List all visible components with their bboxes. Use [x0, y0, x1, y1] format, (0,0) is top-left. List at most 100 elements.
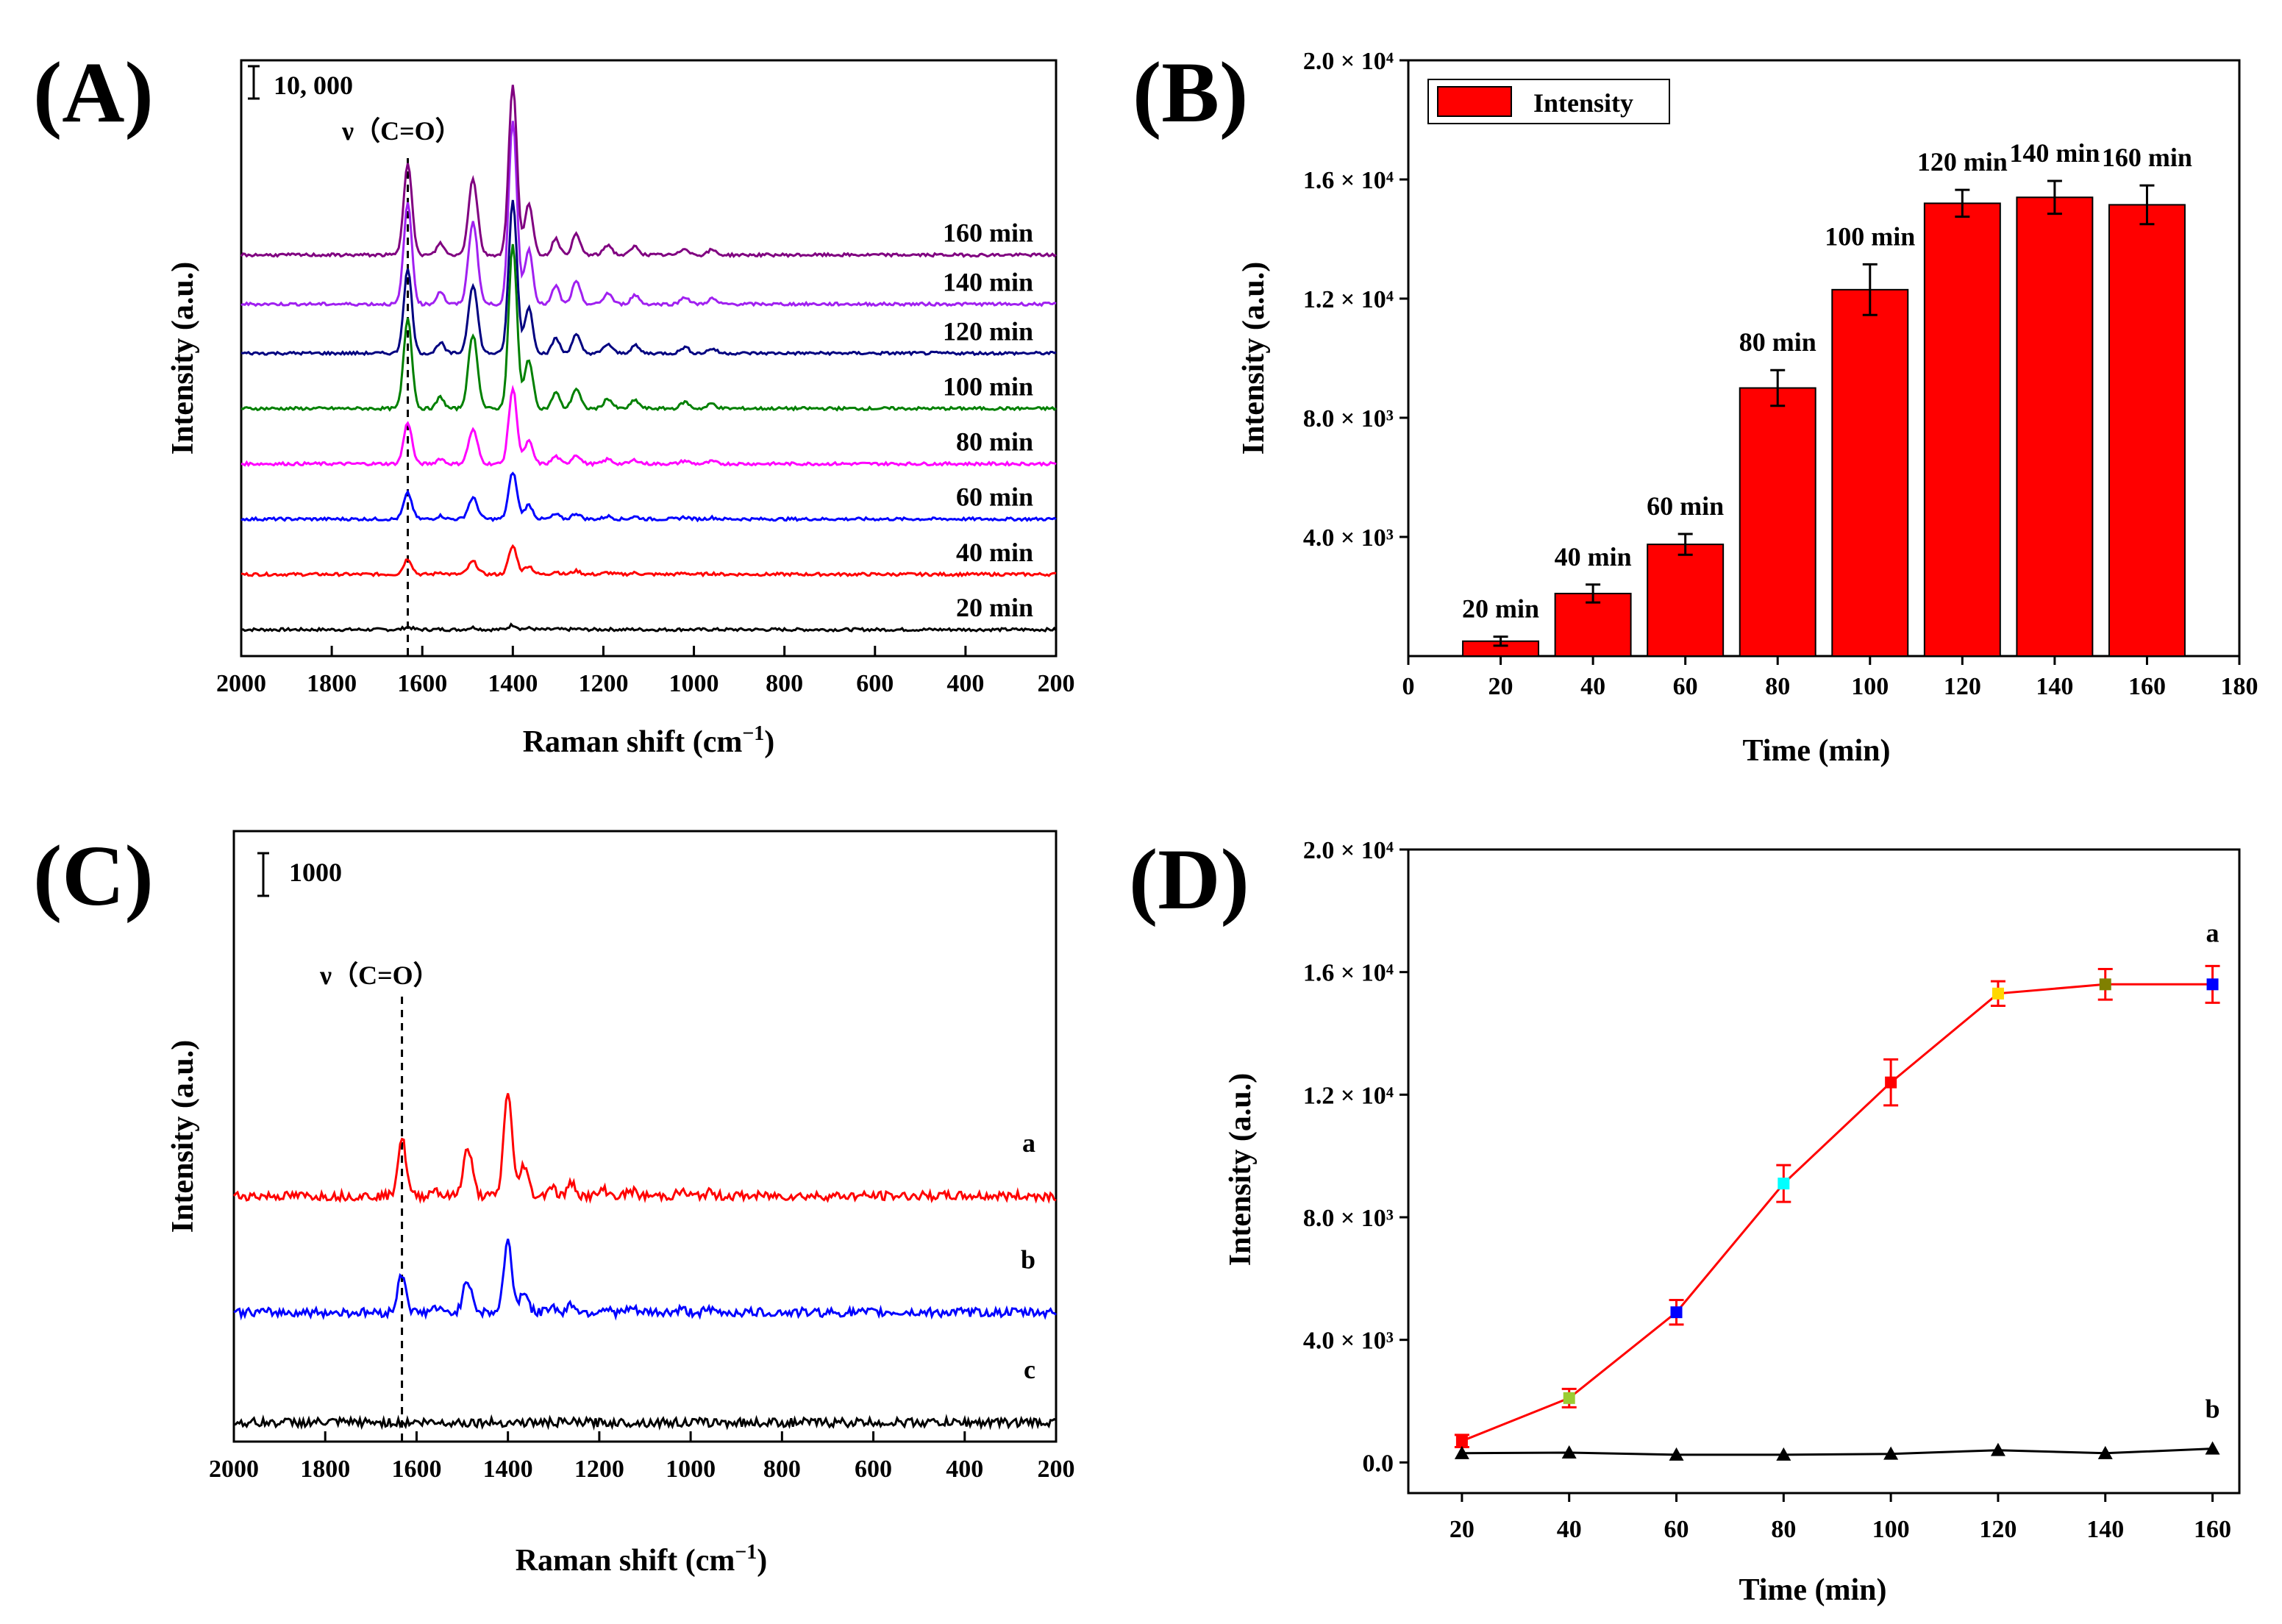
- series-label: a: [1022, 1128, 1035, 1158]
- data-point: [2205, 1441, 2220, 1455]
- spectrum-line: [240, 121, 1057, 307]
- plot-frame-c: [232, 830, 1058, 1443]
- y-axis-label-d: Intensity (a.u.): [1224, 1073, 1258, 1267]
- x-tick-label: 2000: [209, 1456, 259, 1483]
- x-tick-label: 2000: [216, 670, 266, 697]
- legend-label-b: Intensity: [1533, 88, 1633, 118]
- series-label: 140 min: [943, 267, 1033, 296]
- x-tick-label: 400: [946, 1456, 983, 1483]
- x-tick-label: 800: [766, 670, 803, 697]
- y-tick-label: 2.0 × 10⁴: [1303, 48, 1394, 75]
- x-tick-label: 200: [1038, 1456, 1075, 1483]
- panel-label-b: (B): [1133, 44, 1248, 140]
- panel-b: Intensity Intensity (a.u.) Time (min) 0 2…: [1237, 48, 2258, 768]
- x-tick-label: 60: [1673, 673, 1698, 700]
- x-tick-label: 80: [1765, 673, 1790, 700]
- bar-label: 120 min: [1917, 147, 2008, 177]
- data-point: [1454, 1445, 1469, 1459]
- carbonyl-label-a: ν（C=O）: [341, 116, 462, 146]
- spectrum-line: [240, 544, 1057, 578]
- series-label: c: [1024, 1355, 1035, 1384]
- y-axis-label-b: Intensity (a.u.): [1237, 262, 1271, 455]
- data-point: [1992, 987, 2004, 1000]
- bar-label: 60 min: [1647, 491, 1724, 521]
- series-label: b: [2206, 1395, 2220, 1424]
- panel-label-d: (D): [1129, 831, 1249, 927]
- x-tick-label: 600: [856, 670, 894, 697]
- x-tick-label: 120: [1944, 673, 1981, 700]
- panel-label-c: (C): [33, 827, 154, 924]
- y-tick-label: 1.2 × 10⁴: [1303, 1082, 1394, 1109]
- x-tick-label: 140: [2036, 673, 2073, 700]
- scale-bar-label-c: 1000: [289, 858, 342, 887]
- x-tick-label: 1400: [483, 1456, 533, 1483]
- spectrum-line: [233, 1414, 1057, 1431]
- legend-swatch-b: [1437, 86, 1512, 117]
- data-point: [1563, 1392, 1575, 1404]
- x-tick-label: 1400: [488, 670, 538, 697]
- spectrum-line: [240, 471, 1057, 523]
- x-tick-label: 40: [1557, 1516, 1582, 1543]
- x-axis-label-a: Raman shift (cm−1): [523, 722, 775, 759]
- series-label: 80 min: [956, 427, 1033, 457]
- y-tick-label: 4.0 × 10³: [1303, 524, 1394, 552]
- bar-label: 20 min: [1462, 594, 1539, 624]
- series-group-a: 20 min 40 min 60 min 80 min 100 min 120 min 14…: [240, 85, 1058, 633]
- x-tick-label: 0: [1402, 673, 1415, 700]
- spectrum-line: [240, 622, 1058, 633]
- data-point: [2097, 1445, 2113, 1459]
- y-tick-label: 1.6 × 10⁴: [1303, 960, 1394, 987]
- x-tick-label: 1000: [666, 1456, 716, 1483]
- spectrum-line: [240, 199, 1057, 357]
- x-tick-label: 20: [1450, 1516, 1475, 1543]
- x-tick-label: 1600: [397, 670, 447, 697]
- x-tick-label: 60: [1664, 1516, 1689, 1543]
- panel-label-a: (A): [33, 44, 154, 140]
- x-axis-label-d: Time (min): [1739, 1573, 1886, 1607]
- data-point: [1885, 1076, 1897, 1089]
- panel-d: Intensity (a.u.) Time (min) 20 40 60 80 100 1…: [1224, 837, 2241, 1607]
- data-point: [1778, 1178, 1790, 1190]
- bar: [1554, 592, 1632, 658]
- axes-d: 20 40 60 80 100 120 140 160 0.0 4.0 × 10³ 8.0 × 10…: [1303, 837, 2231, 1543]
- x-tick-label: 600: [855, 1456, 892, 1483]
- bar-label: 80 min: [1739, 327, 1816, 357]
- series-line: [1461, 983, 2213, 1442]
- plot-frame-d: [1407, 848, 2241, 1495]
- x-axis-label-b: Time (min): [1742, 734, 1890, 768]
- data-point: [1990, 1442, 2005, 1456]
- plot-frame-b: [1407, 59, 2241, 658]
- data-point: [2206, 978, 2219, 991]
- bar: [1647, 544, 1725, 657]
- y-tick-label: 1.2 × 10⁴: [1303, 286, 1394, 313]
- x-tick-label: 200: [1038, 670, 1075, 697]
- spectrum-line: [233, 1239, 1057, 1321]
- x-tick-label: 800: [763, 1456, 801, 1483]
- y-axis-label-c: Intensity (a.u.): [166, 1040, 200, 1233]
- x-tick-label: 1200: [574, 1456, 624, 1483]
- y-tick-label: 4.0 × 10³: [1303, 1328, 1394, 1355]
- series-label: a: [2206, 918, 2219, 947]
- bar: [2108, 204, 2186, 657]
- spectrum-line: [240, 85, 1057, 259]
- y-tick-label: 2.0 × 10⁴: [1303, 837, 1394, 864]
- bar-label: 160 min: [2102, 143, 2192, 172]
- panel-c: 1000 ν（C=O） Intensity (a.u.) Raman shift…: [166, 830, 1075, 1578]
- series-label: 160 min: [943, 218, 1033, 248]
- scale-bar-label-a: 10, 000: [274, 71, 353, 100]
- x-tick-label: 180: [2221, 673, 2258, 700]
- series-group-c: a b c: [232, 1093, 1057, 1431]
- carbonyl-label-c: ν（C=O）: [319, 961, 440, 990]
- series-label: 120 min: [943, 316, 1033, 346]
- x-tick-label: 140: [2086, 1516, 2124, 1543]
- x-tick-label: 1600: [391, 1456, 441, 1483]
- bar-label: 140 min: [2009, 138, 2100, 168]
- x-axis-label-c: Raman shift (cm−1): [516, 1541, 768, 1578]
- series-line: [1461, 1447, 2213, 1456]
- x-tick-label: 40: [1580, 673, 1605, 700]
- series-label: 60 min: [956, 482, 1033, 512]
- y-axis-label-a: Intensity (a.u.): [166, 262, 200, 455]
- plot-frame-a: [240, 59, 1058, 658]
- bar: [1923, 202, 2001, 657]
